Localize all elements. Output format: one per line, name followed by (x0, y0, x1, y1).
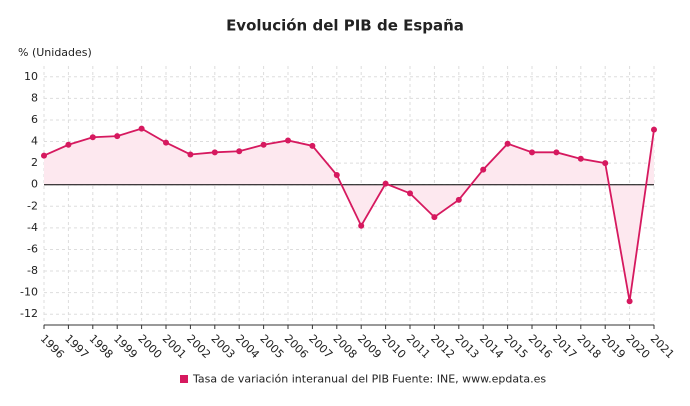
point (41, 152, 47, 159)
x-tick-label: 2003 (209, 332, 238, 361)
legend-swatch (180, 375, 188, 383)
x-tick-label: 2007 (306, 332, 335, 361)
x-tick-label: 2008 (331, 332, 360, 361)
y-tick-label: -12 (20, 307, 38, 320)
point (138, 125, 145, 132)
y-tick-label: 4 (31, 135, 38, 148)
point (333, 171, 340, 178)
x-tick-label: 2019 (599, 332, 628, 361)
legend: Tasa de variación interanual del PIB Fue… (180, 373, 546, 386)
point (480, 166, 487, 173)
area (44, 128, 654, 302)
source-note: Fuente: INE, www.epdata.es (392, 373, 546, 386)
x-tick-label: 2002 (184, 332, 213, 361)
point (211, 149, 218, 156)
x-tick-label: 2006 (282, 332, 311, 361)
x-tick-label: 2017 (550, 332, 579, 361)
point (455, 196, 462, 203)
x-tick-label: 2015 (501, 332, 530, 361)
point (553, 149, 560, 156)
y-tick-label: -2 (27, 199, 38, 212)
x-tick-label: 2005 (257, 332, 286, 361)
legend-label: Tasa de variación interanual del PIB (192, 373, 389, 386)
y-tick-label: 2 (31, 156, 38, 169)
point (285, 137, 291, 144)
point (431, 214, 438, 221)
point (65, 141, 72, 148)
x-tick-label: 2018 (575, 332, 604, 361)
x-tick-label: 1997 (62, 332, 91, 361)
y-tick-label: 6 (31, 113, 38, 126)
point (577, 155, 584, 162)
y-tick-label: 8 (31, 91, 38, 104)
point (309, 142, 316, 149)
x-tick-label: 2020 (623, 332, 652, 361)
x-tick-label: 2010 (379, 332, 408, 361)
x-tick-label: 1998 (87, 332, 116, 361)
x-tick-label: 2011 (404, 332, 433, 361)
point (602, 160, 609, 167)
x-tick-label: 2000 (135, 332, 164, 361)
x-tick-label: 2004 (233, 332, 262, 361)
point (651, 126, 657, 133)
y-tick-label: 0 (31, 178, 38, 191)
point (529, 149, 535, 156)
point (89, 134, 96, 141)
x-tick-label: 2009 (355, 332, 384, 361)
y-tick-label: 10 (24, 70, 38, 83)
y-tick-label: -6 (27, 242, 38, 255)
x-tick-label: 1996 (38, 332, 67, 361)
chart-title: Evolución del PIB de España (226, 17, 464, 35)
y-tick-label: -4 (27, 221, 38, 234)
point (236, 148, 243, 155)
point (626, 298, 633, 305)
y-axis-label: % (Unidades) (18, 46, 92, 59)
x-tick-label: 2021 (648, 332, 677, 361)
point (504, 140, 511, 147)
x-tick-label: 2013 (453, 332, 482, 361)
y-tick-label: -8 (27, 264, 38, 277)
point (187, 151, 194, 158)
point (407, 190, 413, 197)
point (260, 141, 267, 148)
x-tick-label: 2001 (160, 332, 189, 361)
x-tick-label: 2012 (428, 332, 457, 361)
line (43, 127, 655, 302)
point (382, 180, 389, 187)
y-tick-label: -10 (20, 286, 38, 299)
x-tick-label: 2014 (477, 332, 506, 361)
point (358, 222, 365, 229)
point (114, 133, 121, 140)
point (163, 139, 169, 146)
x-tick-label: 2016 (526, 332, 555, 361)
x-tick-label: 1999 (111, 332, 140, 361)
